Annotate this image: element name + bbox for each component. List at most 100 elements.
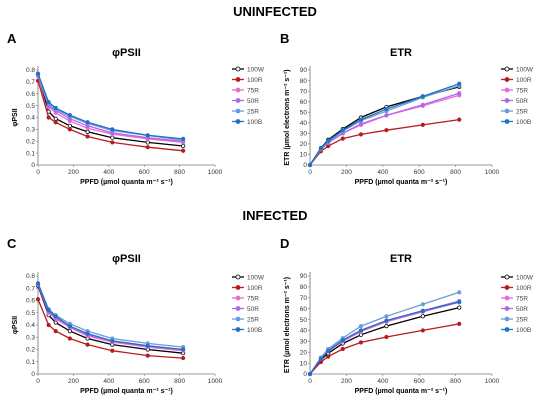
- x-axis-label: PPFD (µmol quanta m⁻² s⁻¹): [80, 179, 173, 186]
- legend-label: 75R: [516, 295, 528, 302]
- data-point: [145, 353, 150, 358]
- legend-label: 25R: [516, 316, 528, 323]
- series-100w: [307, 84, 462, 168]
- panel-label: B: [280, 31, 289, 46]
- data-point: [307, 162, 313, 168]
- x-tick-label: 0: [308, 378, 312, 385]
- y-tick-label: 70: [300, 88, 308, 95]
- data-point: [384, 106, 389, 112]
- data-point: [85, 120, 90, 125]
- legend-swatch-marker: [235, 306, 241, 311]
- legend-swatch-marker: [235, 274, 241, 280]
- series-line: [309, 92, 460, 166]
- x-tick-label: 200: [341, 169, 352, 176]
- y-tick-label: 0.3: [26, 127, 35, 134]
- legend: 100W 100R 75R 50R 25R 100B: [232, 274, 265, 334]
- data-point: [53, 320, 58, 325]
- legend-swatch-marker: [504, 77, 510, 82]
- panel-label: A: [7, 31, 17, 46]
- y-tick-label: 50: [300, 109, 308, 116]
- series-line: [309, 86, 460, 166]
- data-point: [326, 354, 331, 359]
- data-point: [53, 105, 58, 111]
- y-tick-label: 90: [300, 67, 308, 74]
- y-tick-label: 0.4: [26, 322, 35, 329]
- y-tick-label: 0: [303, 371, 307, 378]
- data-point: [35, 281, 41, 286]
- y-tick-label: 10: [300, 360, 308, 367]
- data-point: [420, 328, 425, 333]
- legend-label: 100B: [247, 119, 262, 126]
- series-25r: [35, 281, 186, 350]
- y-tick-label: 0: [31, 162, 35, 169]
- x-tick-label: 200: [68, 169, 79, 176]
- data-point: [420, 122, 425, 127]
- legend-label: 50R: [516, 98, 528, 105]
- series-50r: [35, 73, 186, 144]
- chart-title: φPSII: [112, 47, 141, 59]
- legend-swatch-marker: [504, 98, 510, 103]
- legend-swatch-marker: [235, 285, 241, 290]
- y-tick-label: 0.7: [26, 79, 35, 86]
- series-100b: [35, 281, 186, 352]
- data-point: [35, 71, 41, 76]
- legend-swatch-marker: [504, 87, 510, 93]
- legend-label: 100R: [516, 285, 532, 292]
- legend-swatch-marker: [504, 327, 510, 332]
- chart-title: ETR: [390, 253, 412, 265]
- series-100b: [307, 300, 462, 377]
- legend-swatch-marker: [235, 87, 241, 93]
- data-point: [181, 136, 186, 141]
- y-axis-label: ETR (µmol electrons m⁻² s⁻¹): [284, 69, 291, 165]
- legend-swatch-marker: [235, 77, 241, 82]
- x-tick-label: 600: [139, 169, 150, 176]
- data-point: [181, 148, 186, 153]
- x-tick-label: 200: [68, 378, 79, 385]
- data-point: [318, 146, 324, 151]
- legend-swatch-marker: [235, 295, 241, 301]
- data-point: [384, 323, 389, 329]
- series-line: [37, 299, 184, 359]
- data-point: [384, 318, 389, 323]
- legend-swatch-marker: [504, 316, 510, 322]
- legend-swatch-marker: [235, 119, 241, 124]
- data-point: [181, 347, 186, 352]
- legend-label: 100W: [247, 274, 265, 281]
- y-tick-label: 0.6: [26, 91, 35, 98]
- data-point: [110, 135, 115, 140]
- x-tick-label: 400: [377, 378, 388, 385]
- legend-swatch-marker: [235, 66, 241, 72]
- series-25r: [307, 290, 462, 377]
- x-axis-label: PPFD (µmol quanta m⁻² s⁻¹): [355, 179, 448, 186]
- y-tick-label: 0.8: [26, 67, 35, 74]
- y-tick-label: 0.8: [26, 273, 35, 280]
- y-tick-label: 60: [300, 99, 308, 106]
- legend-label: 100B: [247, 327, 262, 334]
- data-point: [358, 328, 364, 333]
- x-tick-label: 0: [36, 378, 40, 385]
- data-point: [110, 140, 115, 145]
- legend-label: 100W: [516, 66, 534, 73]
- y-tick-label: 90: [300, 273, 308, 280]
- data-point: [358, 117, 364, 122]
- legend-label: 25R: [247, 108, 259, 115]
- data-point: [181, 143, 186, 149]
- series-100r: [35, 78, 186, 153]
- x-tick-label: 400: [103, 378, 114, 385]
- data-point: [340, 338, 345, 343]
- data-point: [457, 81, 462, 86]
- y-tick-label: 0.2: [26, 347, 35, 354]
- legend-swatch-marker: [235, 327, 241, 332]
- section-title-uninfected: UNINFECTED: [233, 4, 317, 19]
- x-tick-label: 1000: [208, 169, 223, 176]
- series-line: [309, 118, 460, 166]
- y-tick-label: 40: [300, 120, 308, 127]
- legend-label: 25R: [516, 108, 528, 115]
- legend-swatch-marker: [504, 295, 510, 301]
- x-tick-label: 800: [174, 378, 185, 385]
- data-point: [145, 343, 150, 348]
- panel-label: C: [7, 236, 17, 251]
- series-line: [309, 291, 460, 375]
- data-point: [110, 338, 115, 344]
- data-point: [457, 290, 462, 295]
